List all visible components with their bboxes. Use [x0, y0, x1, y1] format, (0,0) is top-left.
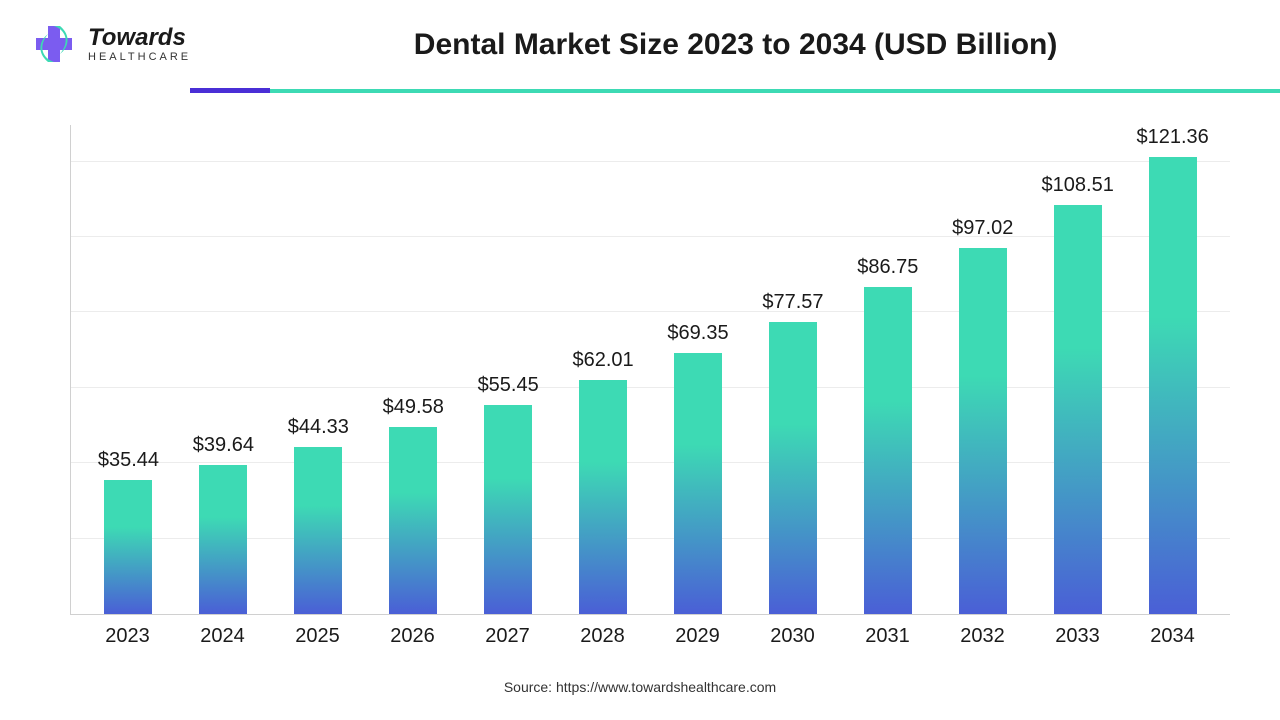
bar-value-label: $49.58	[383, 396, 444, 419]
bar	[959, 248, 1007, 614]
bar-slot: $62.01	[556, 125, 651, 614]
divider-accent	[190, 88, 270, 93]
bar-value-label: $77.57	[762, 291, 823, 314]
chart-title: Dental Market Size 2023 to 2034 (USD Bil…	[221, 20, 1250, 62]
bar-slot: $69.35	[651, 125, 746, 614]
bar-value-label: $62.01	[572, 349, 633, 372]
bar-slot: $121.36	[1125, 125, 1220, 614]
bar	[484, 405, 532, 614]
bar-value-label: $108.51	[1042, 174, 1114, 197]
x-axis-label: 2025	[270, 625, 365, 648]
x-axis-label: 2032	[935, 625, 1030, 648]
divider-line	[270, 89, 1280, 93]
bar-slot: $55.45	[461, 125, 556, 614]
bar	[1149, 157, 1197, 614]
x-axis-label: 2029	[650, 625, 745, 648]
bar-slot: $77.57	[745, 125, 840, 614]
x-axis-label: 2033	[1030, 625, 1125, 648]
bar-slot: $49.58	[366, 125, 461, 614]
bar-slot: $44.33	[271, 125, 366, 614]
bar-slot: $86.75	[840, 125, 935, 614]
bar	[389, 427, 437, 614]
bar-slot: $39.64	[176, 125, 271, 614]
bar	[294, 447, 342, 614]
x-axis-labels: 2023202420252026202720282029203020312032…	[70, 625, 1230, 648]
x-axis-label: 2034	[1125, 625, 1220, 648]
x-axis-label: 2031	[840, 625, 935, 648]
bar-value-label: $44.33	[288, 416, 349, 439]
source-citation: Source: https://www.towardshealthcare.co…	[0, 679, 1280, 695]
header: Towards HEALTHCARE Dental Market Size 20…	[0, 0, 1280, 68]
bar	[579, 380, 627, 614]
bar-slot: $97.02	[935, 125, 1030, 614]
logo-text: Towards HEALTHCARE	[88, 26, 191, 63]
bar-value-label: $86.75	[857, 256, 918, 279]
bar	[769, 322, 817, 614]
bar-value-label: $121.36	[1136, 126, 1208, 149]
bar-slot: $108.51	[1030, 125, 1125, 614]
logo-sub-text: HEALTHCARE	[88, 52, 191, 63]
x-axis-label: 2024	[175, 625, 270, 648]
bars-container: $35.44 $39.64 $44.33 $49.58 $55.45 $62.01 $69.…	[71, 125, 1230, 614]
bar	[864, 287, 912, 614]
bar-value-label: $55.45	[478, 374, 539, 397]
bar	[1054, 205, 1102, 614]
x-axis-label: 2028	[555, 625, 650, 648]
logo-icon	[30, 20, 78, 68]
bar	[104, 480, 152, 614]
header-divider	[190, 88, 1280, 93]
logo-main-text: Towards	[88, 26, 191, 50]
x-axis-label: 2026	[365, 625, 460, 648]
x-axis-label: 2027	[460, 625, 555, 648]
bar-value-label: $69.35	[667, 322, 728, 345]
x-axis-label: 2030	[745, 625, 840, 648]
x-axis-label: 2023	[80, 625, 175, 648]
logo: Towards HEALTHCARE	[30, 20, 191, 68]
chart-plot-area: $35.44 $39.64 $44.33 $49.58 $55.45 $62.01 $69.…	[70, 125, 1230, 615]
bar	[199, 465, 247, 614]
bar-value-label: $35.44	[98, 449, 159, 472]
bar-slot: $35.44	[81, 125, 176, 614]
bar-value-label: $39.64	[193, 434, 254, 457]
bar	[674, 353, 722, 614]
bar-value-label: $97.02	[952, 217, 1013, 240]
